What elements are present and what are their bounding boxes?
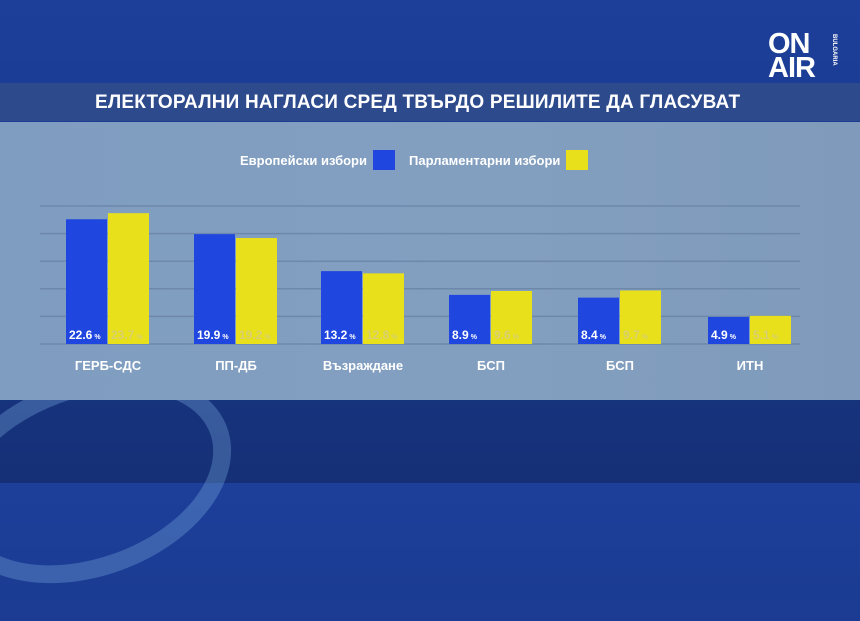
data-label: 9.6% xyxy=(494,328,520,342)
data-label: 9.7% xyxy=(623,328,649,342)
bar xyxy=(620,290,661,344)
data-label: 12.8% xyxy=(366,328,398,342)
bar xyxy=(194,234,235,344)
category-label: БСП xyxy=(606,358,634,373)
legend: Европейски избори Парламентарни избори xyxy=(240,150,602,170)
chart-title: ЕЛЕКТОРАЛНИ НАГЛАСИ СРЕД ТВЪРДО РЕШИЛИТЕ… xyxy=(95,92,741,113)
bar xyxy=(491,291,532,344)
bar xyxy=(449,294,490,344)
title-bar xyxy=(0,83,860,121)
data-label: 4.9% xyxy=(711,328,737,342)
bar xyxy=(363,273,404,344)
data-label: 23.7% xyxy=(111,328,143,342)
data-label: 13.2% xyxy=(324,328,356,342)
data-label: 19.2% xyxy=(239,328,271,342)
bar xyxy=(236,238,277,344)
data-label: 19.9% xyxy=(197,328,229,342)
legend-swatch-parliamentary xyxy=(566,150,589,170)
bar xyxy=(708,316,749,344)
data-label: 5.1% xyxy=(753,328,779,342)
bar-chart: 22.6% 23.7 % ГЕРБ-СДС 19.9% 19.2 % ПП-ДБ 13.2% 12… xyxy=(40,205,800,373)
category-label: ИТН xyxy=(737,358,764,373)
legend-swatch-european xyxy=(373,150,395,170)
category-label: БСП xyxy=(477,358,505,373)
category-label: Възраждане xyxy=(323,358,403,373)
category-label: ГЕРБ-СДС xyxy=(75,358,142,373)
legend-label-parliamentary: Парламентарни избори xyxy=(409,152,561,168)
bar xyxy=(321,271,362,344)
bar xyxy=(750,315,791,344)
data-label: 8.4% xyxy=(581,328,607,342)
on-air-logo: ON AIR BULGARIA xyxy=(768,28,837,84)
bar xyxy=(578,297,619,344)
category-label: ПП-ДБ xyxy=(215,358,257,373)
data-label: 22.6% xyxy=(69,328,101,342)
data-label: 8.9% xyxy=(452,328,478,342)
bar xyxy=(108,213,149,344)
bar xyxy=(66,219,107,344)
legend-label-european: Европейски избори xyxy=(240,152,367,168)
